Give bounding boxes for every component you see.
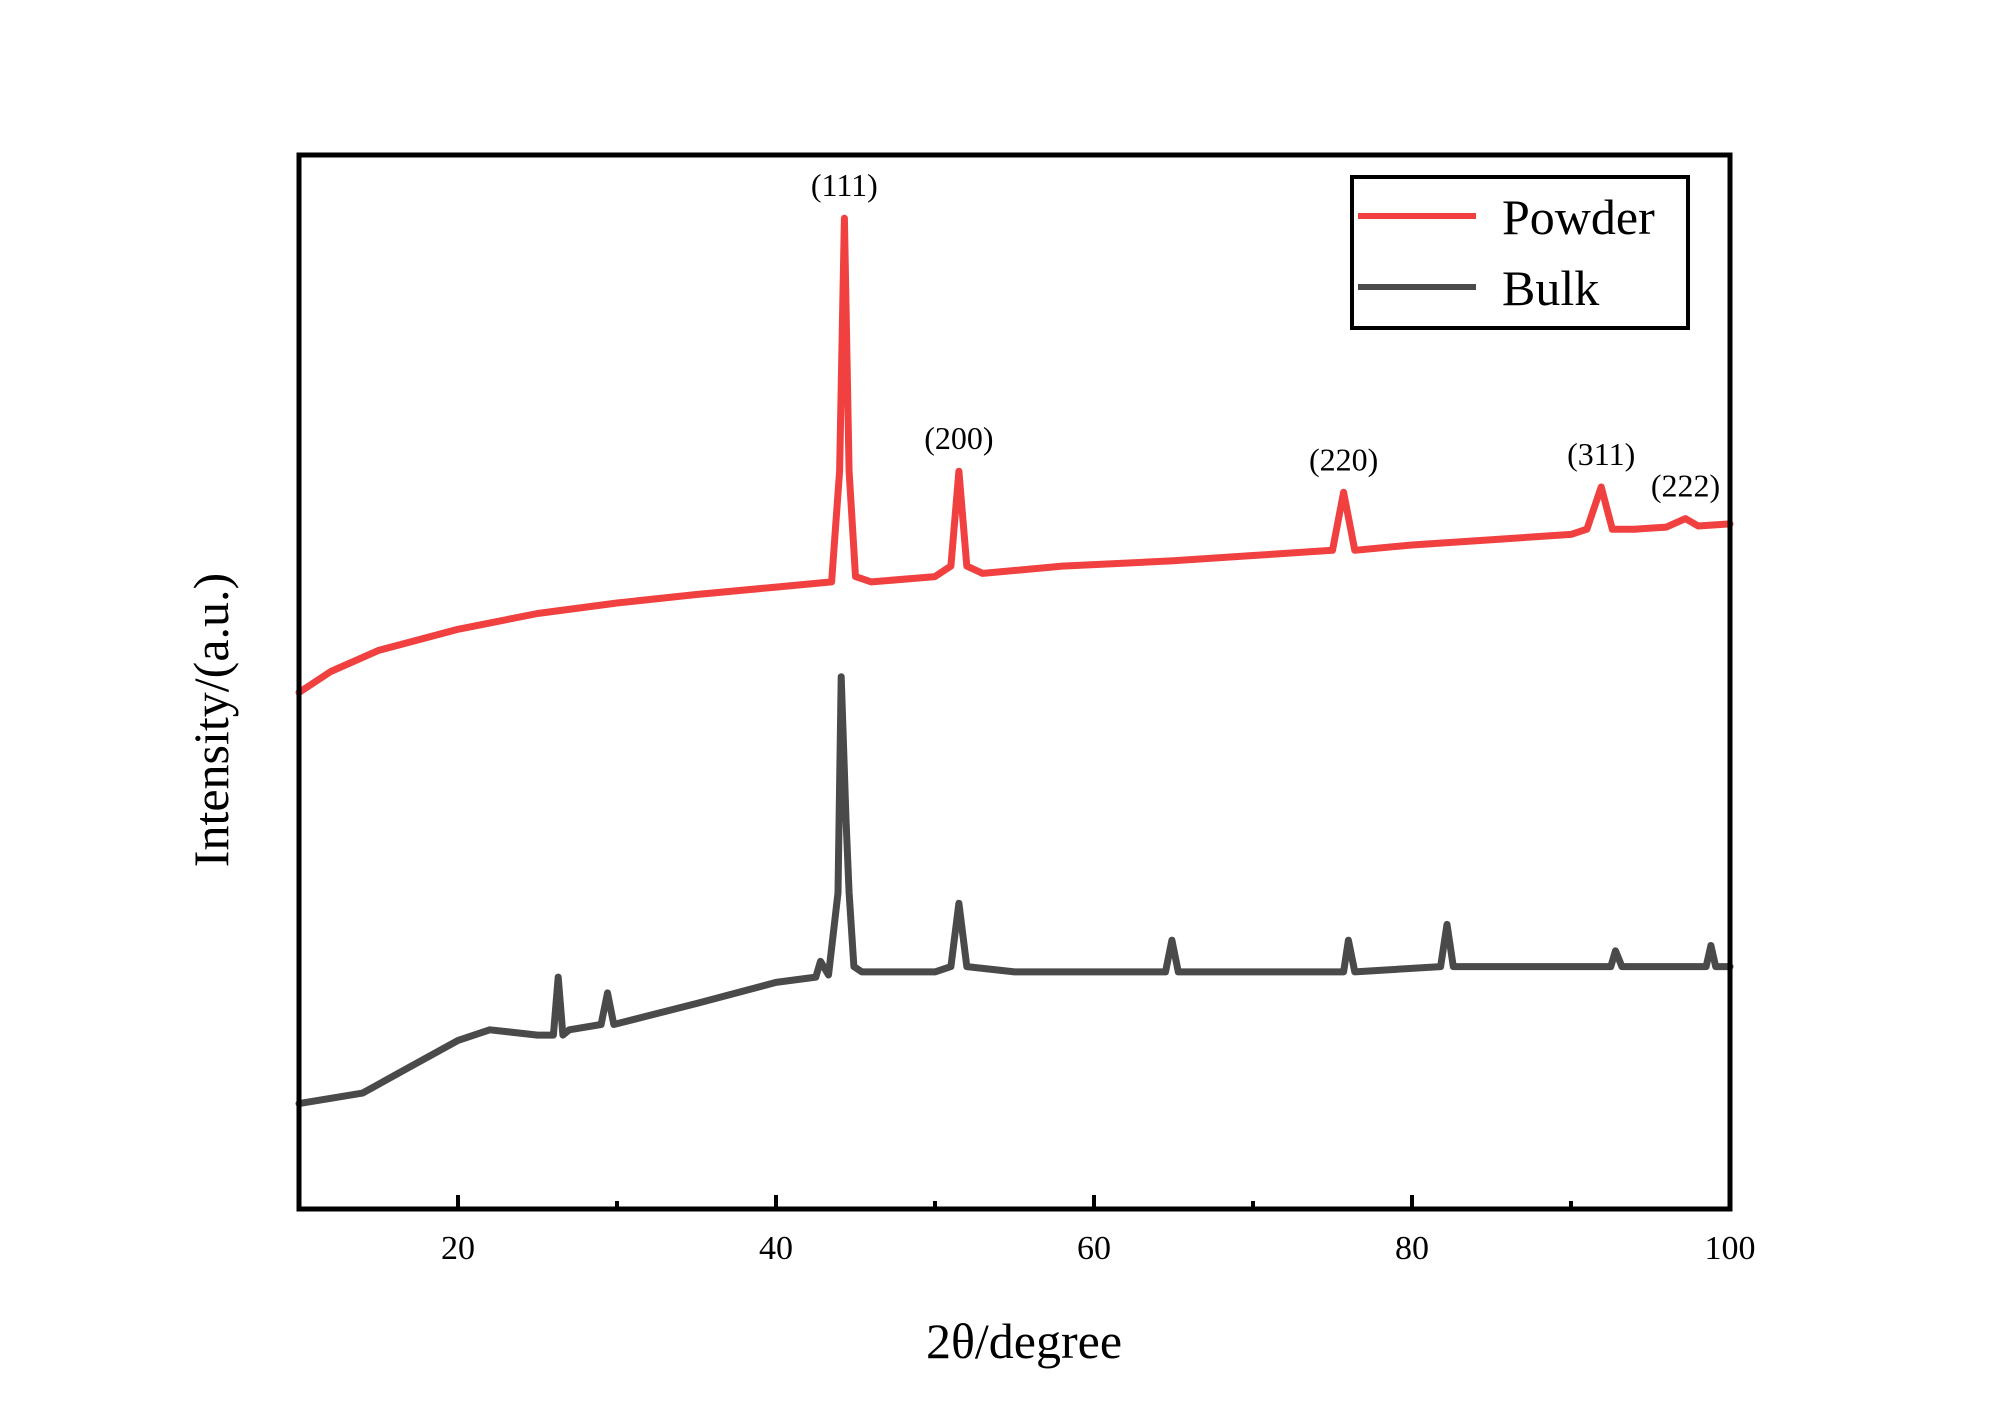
x-tick-label-80: 80 [1395,1230,1429,1267]
x-tick-label-60: 60 [1077,1230,1111,1267]
legend-label-bulk: Bulk [1502,260,1599,316]
peak-label-111: (111) [811,167,878,203]
peak-label-222: (222) [1651,468,1720,504]
series-line-bulk [295,673,1734,1108]
series-line-powder [295,214,1734,696]
x-axis-title: 2θ/degree [926,1313,1122,1369]
x-tick-label-100: 100 [1705,1230,1756,1267]
series-layer [295,214,1734,1108]
x-tick-label-20: 20 [441,1230,475,1267]
legend-label-powder: Powder [1502,189,1655,245]
peak-label-311: (311) [1567,436,1635,472]
legend-box [1350,175,1690,330]
peak-annotations: (111) (200) (220) (311) (222) [811,167,1720,503]
x-tick-label-40: 40 [759,1230,793,1267]
plot-frame [296,152,1733,1212]
y-axis-title: Intensity/(a.u.) [183,573,239,867]
legend: Powder Bulk [1350,175,1690,330]
peak-label-220: (220) [1309,441,1378,477]
x-axis-tick-labels: 20 40 60 80 100 [441,1230,1756,1267]
peak-label-200: (200) [924,420,993,456]
